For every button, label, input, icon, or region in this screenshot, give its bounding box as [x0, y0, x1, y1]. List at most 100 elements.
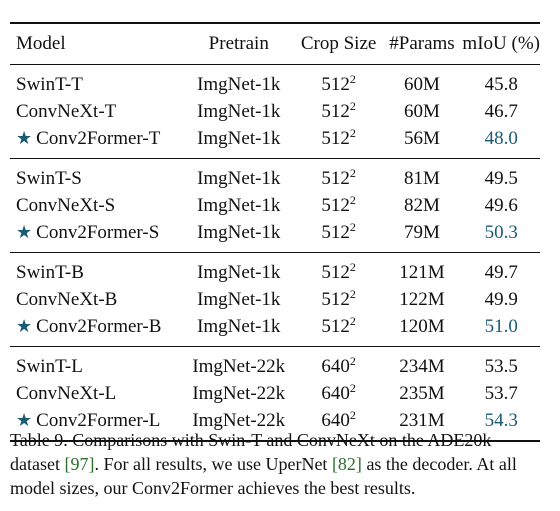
cell-pretrain: ImgNet-1k [197, 222, 281, 243]
cell-params: 79M [404, 222, 440, 243]
table-row: ★ Conv2Former-S ImgNet-1k 5122 79M 50.3 [10, 219, 540, 253]
cell-crop-size: 6402 [296, 407, 382, 441]
cell-pretrain: ImgNet-1k [197, 316, 281, 337]
crop-size-exponent: 2 [349, 408, 356, 422]
model-name: Conv2Former-L [36, 410, 161, 431]
crop-size-exponent: 2 [349, 166, 356, 180]
cell-crop-size: 5122 [296, 192, 382, 219]
citation-97[interactable]: [97] [64, 454, 95, 474]
results-table: Model Pretrain Crop Size #Params mIoU (%… [10, 22, 540, 442]
cell-miou: 45.8 [484, 74, 518, 95]
model-name: SwinT-B [16, 262, 84, 283]
cell-pretrain: ImgNet-1k [197, 168, 281, 189]
star-icon: ★ [16, 316, 33, 337]
caption-text-2: . For all results, we use UperNet [94, 454, 332, 474]
cell-model: ★ Conv2Former-T [10, 125, 182, 159]
cell-crop-size: 6402 [296, 347, 382, 381]
crop-size-base: 512 [321, 101, 350, 122]
model-name: SwinT-T [16, 74, 83, 95]
table-row: SwinT-T ImgNet-1k 5122 60M 45.8 [10, 64, 540, 99]
header-pretrain: Pretrain [208, 33, 269, 54]
crop-size-exponent: 2 [349, 287, 356, 301]
cell-miou-best: 50.3 [484, 222, 518, 243]
crop-size-base: 640 [321, 383, 350, 404]
table-row: ★ Conv2Former-L ImgNet-22k 6402 231M 54.3 [10, 407, 540, 441]
crop-size-exponent: 2 [349, 314, 356, 328]
table-row: ConvNeXt-S ImgNet-1k 5122 82M 49.6 [10, 192, 540, 219]
cell-crop-size: 5122 [296, 159, 382, 193]
crop-size-exponent: 2 [349, 72, 356, 86]
cell-miou: 53.5 [484, 356, 518, 377]
cell-model: SwinT-T [10, 65, 182, 99]
cell-pretrain: ImgNet-1k [197, 101, 281, 122]
star-icon: ★ [16, 410, 33, 431]
cell-model: ★ Conv2Former-B [10, 313, 182, 347]
cell-pretrain: ImgNet-1k [197, 195, 281, 216]
crop-size-base: 512 [321, 168, 350, 189]
header-model: Model [16, 33, 66, 54]
cell-params: 234M [399, 356, 445, 377]
crop-size-base: 512 [321, 222, 350, 243]
crop-size-base: 512 [321, 289, 350, 310]
cell-miou: 49.7 [484, 262, 518, 283]
cell-miou: 49.6 [484, 195, 518, 216]
crop-size-base: 512 [321, 262, 350, 283]
table-caption: Table 9. Comparisons with Swin-T and Con… [10, 428, 545, 500]
cell-model: SwinT-B [10, 253, 182, 287]
table-body: SwinT-T ImgNet-1k 5122 60M 45.8 ConvNeXt-T Img… [10, 64, 540, 441]
cell-pretrain: ImgNet-22k [192, 356, 286, 377]
cell-params: 122M [399, 289, 445, 310]
cell-model: ConvNeXt-L [10, 380, 182, 407]
crop-size-base: 512 [321, 74, 350, 95]
cell-miou: 49.5 [484, 168, 518, 189]
model-name: ConvNeXt-S [16, 195, 116, 216]
citation-82[interactable]: [82] [331, 454, 362, 474]
cell-params: 231M [399, 410, 445, 431]
header-crop-size: Crop Size [300, 33, 377, 54]
cell-crop-size: 5122 [296, 219, 382, 253]
cell-params: 120M [399, 316, 445, 337]
model-name: Conv2Former-B [36, 316, 162, 337]
model-name: ConvNeXt-T [16, 101, 117, 122]
model-name: SwinT-S [16, 168, 82, 189]
table-row: ConvNeXt-B ImgNet-1k 5122 122M 49.9 [10, 286, 540, 313]
cell-params: 235M [399, 383, 445, 404]
cell-crop-size: 5122 [296, 125, 382, 159]
crop-size-base: 512 [321, 128, 350, 149]
cell-miou-best: 48.0 [484, 128, 518, 149]
cell-miou: 46.7 [484, 101, 518, 122]
cell-pretrain: ImgNet-1k [197, 128, 281, 149]
cell-model: ConvNeXt-T [10, 98, 182, 125]
crop-size-base: 512 [321, 195, 350, 216]
model-name: ConvNeXt-B [16, 289, 118, 310]
cell-params: 82M [404, 195, 440, 216]
cell-miou: 49.9 [484, 289, 518, 310]
crop-size-base: 640 [321, 410, 350, 431]
cell-pretrain: ImgNet-1k [197, 74, 281, 95]
table-row: SwinT-S ImgNet-1k 5122 81M 49.5 [10, 158, 540, 193]
crop-size-exponent: 2 [349, 99, 356, 113]
cell-model: SwinT-L [10, 347, 182, 381]
crop-size-base: 640 [321, 356, 350, 377]
cell-pretrain: ImgNet-1k [197, 289, 281, 310]
cell-params: 81M [404, 168, 440, 189]
table-row: ConvNeXt-T ImgNet-1k 5122 60M 46.7 [10, 98, 540, 125]
header-miou: mIoU (%) [462, 33, 540, 54]
cell-crop-size: 5122 [296, 253, 382, 287]
cell-pretrain: ImgNet-1k [197, 262, 281, 283]
cell-params: 121M [399, 262, 445, 283]
header-row: Model Pretrain Crop Size #Params mIoU (%… [10, 23, 540, 65]
crop-size-exponent: 2 [349, 220, 356, 234]
model-name: SwinT-L [16, 356, 83, 377]
caption-text-1: Table 9. Comparisons with Swin-T and Con… [10, 430, 492, 474]
crop-size-exponent: 2 [349, 126, 356, 140]
cell-crop-size: 5122 [296, 65, 382, 99]
cell-params: 56M [404, 128, 440, 149]
table-row: ★ Conv2Former-T ImgNet-1k 5122 56M 48.0 [10, 125, 540, 159]
header-params: #Params [389, 33, 455, 54]
cell-model: SwinT-S [10, 159, 182, 193]
cell-miou: 53.7 [484, 383, 518, 404]
table-row: SwinT-L ImgNet-22k 6402 234M 53.5 [10, 346, 540, 381]
cell-miou-best: 54.3 [484, 410, 518, 431]
